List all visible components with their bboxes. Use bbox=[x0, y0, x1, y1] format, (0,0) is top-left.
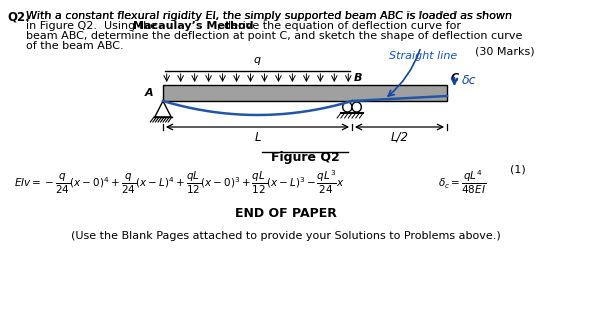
Text: in Figure Q2.  Using the: in Figure Q2. Using the bbox=[26, 21, 161, 31]
Text: Straight line: Straight line bbox=[389, 51, 457, 61]
Text: $\delta_c = \dfrac{qL^4}{48EI}$: $\delta_c = \dfrac{qL^4}{48EI}$ bbox=[438, 169, 486, 196]
Text: C: C bbox=[451, 73, 459, 83]
Polygon shape bbox=[155, 101, 171, 117]
Text: beam ABC, determine the deflection at point C, and sketch the shape of deflectio: beam ABC, determine the deflection at po… bbox=[26, 31, 523, 41]
Text: Macaulay’s Method: Macaulay’s Method bbox=[133, 21, 254, 31]
Text: B: B bbox=[354, 73, 362, 83]
Text: (30 Marks): (30 Marks) bbox=[475, 47, 535, 57]
Text: With a constant flexural rigidity EI, the simply supported beam ABC is loaded as: With a constant flexural rigidity EI, th… bbox=[26, 11, 512, 21]
Text: (Use the Blank Pages attached to provide your Solutions to Problems above.): (Use the Blank Pages attached to provide… bbox=[71, 231, 501, 241]
Bar bbox=[163, 85, 447, 101]
Text: (1): (1) bbox=[510, 165, 526, 175]
Text: With a constant flexural rigidity EI, the simply supported beam ABC is loaded as: With a constant flexural rigidity EI, th… bbox=[26, 11, 512, 21]
Text: $EIv = -\dfrac{q}{24}(x-0)^4 + \dfrac{q}{24}(x-L)^4 + \dfrac{qL}{12}(x-0)^3 + \d: $EIv = -\dfrac{q}{24}(x-0)^4 + \dfrac{q}… bbox=[14, 169, 344, 196]
Text: Q2.: Q2. bbox=[7, 11, 30, 24]
Circle shape bbox=[343, 102, 352, 112]
Text: δc: δc bbox=[462, 73, 476, 86]
Text: END OF PAPER: END OF PAPER bbox=[235, 207, 337, 220]
Text: , derive the equation of deflection curve for: , derive the equation of deflection curv… bbox=[217, 21, 461, 31]
Text: Figure Q2: Figure Q2 bbox=[271, 151, 340, 164]
Text: L: L bbox=[254, 131, 261, 144]
Text: q: q bbox=[254, 55, 261, 65]
Text: A: A bbox=[145, 88, 154, 98]
Text: of the beam ABC.: of the beam ABC. bbox=[26, 41, 123, 51]
Circle shape bbox=[352, 102, 361, 112]
Text: L/2: L/2 bbox=[391, 131, 408, 144]
